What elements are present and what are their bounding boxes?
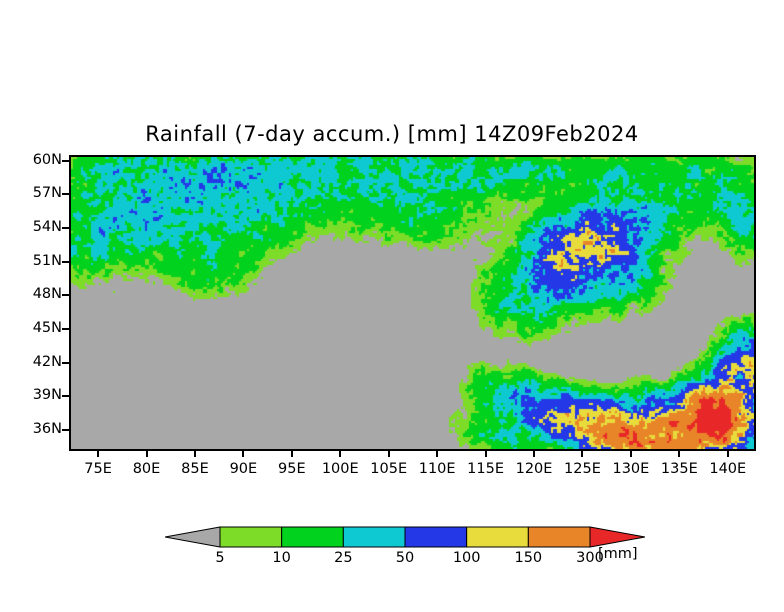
colorbar-band-below-min: [165, 526, 221, 548]
y-axis-labels: 36N 39N 42N 45N 48N 51N 54N 57N 60N: [8, 151, 62, 447]
colorbar-bands: 5 10 25 50 100 150 300: [165, 524, 645, 566]
x-tick-mark: [533, 449, 536, 457]
x-tick-mark: [726, 449, 729, 457]
x-tick-mark: [436, 449, 439, 457]
colorbar-units-label: [mm]: [598, 546, 638, 562]
colorbar-band: [466, 526, 529, 548]
y-tick-label: 36N: [32, 421, 62, 438]
colorbar-band: [219, 526, 283, 548]
x-tick-label: 105E: [370, 461, 408, 477]
colorbar-band: [342, 526, 406, 548]
y-tick-mark: [62, 395, 69, 398]
x-tick-label: 135E: [660, 461, 698, 477]
precipitation-heatmap-canvas: [71, 157, 754, 449]
y-tick-mark: [62, 159, 69, 162]
x-tick-label: 115E: [467, 461, 504, 477]
y-tick-label: 57N: [32, 185, 62, 202]
x-tick-label: 125E: [564, 461, 601, 477]
x-tick-mark: [193, 449, 196, 457]
x-tick-label: 85E: [181, 461, 209, 477]
colorbar-band-above-max: [589, 526, 645, 548]
x-tick-mark: [581, 449, 584, 457]
colorbar-svg: [165, 526, 645, 548]
colorbar-tick-label: 100: [452, 550, 481, 566]
x-tick-label: 100E: [321, 461, 359, 477]
map-plot-area: [69, 155, 756, 451]
x-tick-label: 120E: [515, 461, 553, 477]
x-tick-label: 140E: [709, 461, 747, 477]
x-tick-mark: [678, 449, 681, 457]
y-tick-label: 42N: [32, 353, 62, 370]
x-tick-mark: [290, 449, 293, 457]
colorbar-tick-label: 25: [334, 550, 353, 566]
x-tick-label: 110E: [418, 461, 456, 477]
colorbar-band: [281, 526, 344, 548]
x-tick-mark: [629, 449, 632, 457]
colorbar-tick-label: 5: [215, 550, 225, 566]
y-tick-mark: [62, 193, 69, 196]
y-tick-label: 60N: [32, 151, 62, 168]
colorbar-tick-label: 50: [395, 550, 415, 566]
y-tick-mark: [62, 294, 69, 297]
x-tick-mark: [145, 449, 148, 457]
x-tick-mark: [387, 449, 390, 457]
y-axis-ticks: [0, 155, 69, 447]
y-tick-mark: [62, 328, 69, 331]
colorbar-tick-label: 300: [576, 550, 604, 566]
x-tick-label: 90E: [229, 461, 258, 477]
y-tick-label: 51N: [32, 252, 62, 269]
page-title: Rainfall (7-day accum.) [mm] 14Z09Feb202…: [145, 122, 639, 146]
y-tick-label: 48N: [32, 286, 62, 303]
x-tick-label: 130E: [612, 461, 650, 477]
colorbar-band: [404, 526, 468, 548]
colorbar-band: [527, 526, 591, 548]
y-tick-mark: [62, 227, 69, 229]
y-tick-mark: [62, 429, 69, 432]
colorbar-tick-label: 10: [272, 550, 291, 566]
x-tick-label: 75E: [84, 461, 112, 477]
x-axis-labels: 75E 80E 85E 90E 95E 100E 105E 110E 115E 120E 125E 1…: [69, 449, 752, 483]
y-tick-label: 45N: [32, 320, 62, 337]
x-tick-mark: [97, 449, 100, 457]
y-tick-mark: [62, 260, 69, 263]
y-tick-label: 54N: [32, 219, 62, 235]
colorbar-legend: 5 10 25 50 100 150 300: [0, 524, 784, 584]
x-tick-mark: [339, 449, 342, 457]
y-tick-label: 39N: [32, 387, 62, 404]
colorbar-tick-label: 150: [514, 550, 543, 566]
x-tick-mark: [242, 449, 245, 457]
x-tick-label: 95E: [278, 461, 306, 477]
x-tick-label: 80E: [132, 461, 161, 477]
x-tick-mark: [484, 449, 487, 457]
y-tick-mark: [62, 361, 69, 364]
